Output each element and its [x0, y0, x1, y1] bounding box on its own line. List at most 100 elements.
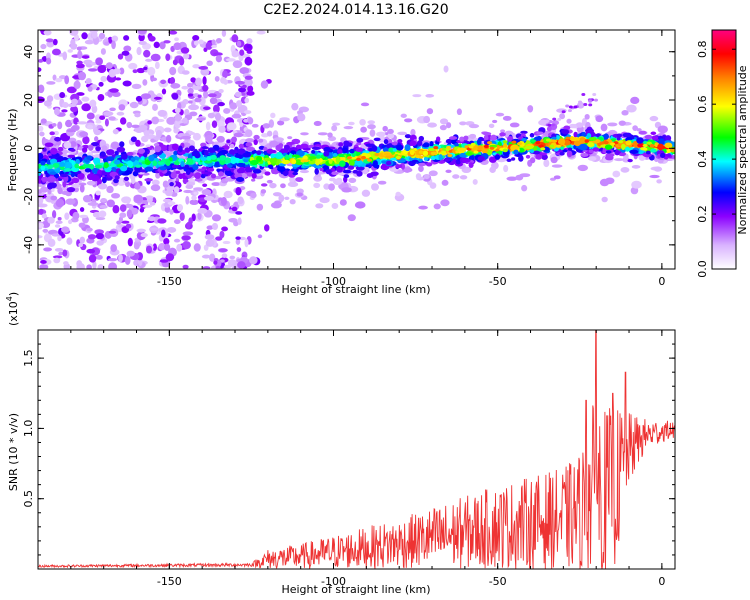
spectrogram-haze-blob [157, 109, 167, 117]
spectrogram-haze-blob [296, 192, 304, 197]
spectrogram-haze-blob [600, 123, 608, 132]
spectrogram-noise-blob [126, 250, 135, 257]
spectrogram-band-blob [510, 144, 519, 152]
spectrogram-band-blob [291, 159, 297, 165]
spectrogram-haze-blob [214, 113, 222, 121]
spectrogram-haze-blob [550, 156, 558, 164]
spectrogram-noise-blob [53, 130, 59, 136]
spectrogram-haze-blob [70, 125, 80, 131]
spectrogram-haze-blob [410, 128, 416, 137]
spectrogram-band-blob [400, 162, 406, 170]
spectrogram-noise-blob [244, 97, 250, 104]
spectrogram-hot-spot [546, 138, 552, 142]
spectrogram-noise-blob [246, 38, 253, 44]
spectrogram-hot-spot [433, 146, 439, 150]
spectrogram-band-blob [468, 155, 475, 161]
spectrogram-noise-blob [87, 68, 98, 72]
spectrogram-haze-blob [287, 136, 293, 140]
spectrogram-noise-blob [195, 77, 202, 87]
spectrogram-haze-blob [313, 120, 322, 127]
spectrogram-band-blob [41, 176, 49, 182]
spectrogram-noise-blob [42, 228, 49, 233]
spectrogram-haze-blob [521, 184, 528, 192]
spectrogram-band-blob [40, 160, 46, 166]
spectrogram-band-blob [636, 137, 644, 144]
spectrogram-haze-blob [612, 170, 621, 178]
snr-xlabel: Height of straight line (km) [281, 583, 430, 596]
spectrogram-haze-blob [297, 113, 306, 122]
spectrogram-noise-blob [38, 196, 44, 205]
spectrogram-noise-blob [205, 42, 213, 50]
spectrogram-haze-blob [205, 134, 213, 143]
spectrogram-haze-blob [251, 123, 259, 128]
spectrogram-haze-blob [218, 125, 226, 133]
spectrogram-band-blob [91, 175, 100, 182]
spectrogram-haze-blob [250, 192, 257, 199]
spectrogram-band-blob [263, 157, 272, 162]
spectrogram-noise-blob [38, 125, 44, 132]
spectrogram-band-blob [173, 150, 178, 156]
spectrogram-haze-blob [335, 177, 343, 183]
spectrogram-noise-blob [92, 260, 97, 269]
spectrogram-noise-blob [219, 230, 225, 239]
spectrogram-band-blob [627, 158, 633, 163]
spectrogram-band-blob [425, 162, 433, 167]
spectrogram-noise-blob [163, 243, 171, 251]
spectrogram-band-blob [144, 159, 151, 166]
spectrogram-haze-blob [657, 125, 668, 134]
spectrogram-xtick-label: 0 [658, 275, 665, 288]
spectrogram-noise-blob [172, 59, 178, 66]
spectrogram-haze-blob [192, 187, 204, 191]
spectrogram-band-blob [71, 177, 80, 184]
spectrogram-noise-blob [143, 49, 151, 58]
spectrogram-noise-blob [239, 49, 245, 56]
spectrogram-band-blob [629, 149, 639, 154]
spectrogram-band-blob [535, 153, 543, 160]
spectrogram-noise-blob [73, 34, 80, 42]
spectrogram-haze-blob [423, 115, 431, 124]
spectrogram-noise-blob [211, 44, 217, 49]
spectrogram-haze-blob [40, 186, 49, 193]
spectrogram-noise-blob [81, 32, 88, 40]
spectrogram-noise-blob [226, 122, 237, 131]
spectrogram-hot-spot [618, 140, 624, 144]
spectrogram-band-blob [40, 165, 46, 171]
spectrogram-noise-blob [221, 253, 228, 258]
spectrogram-hot-spot [483, 144, 489, 148]
spectrogram-haze-blob [472, 179, 478, 185]
spectrogram-haze-blob [443, 65, 449, 73]
spectrogram-haze-blob [272, 192, 282, 197]
spectrogram-noise-blob [187, 82, 194, 88]
spectrogram-noise-blob [170, 83, 181, 89]
spectrogram-noise-blob [160, 79, 167, 85]
spectrogram-band-blob [144, 178, 153, 182]
spectrogram-noise-blob [49, 131, 55, 136]
spectrogram-noise-blob [47, 238, 56, 247]
spectrogram-band-blob [165, 159, 171, 167]
spectrogram-band-blob [417, 140, 423, 147]
spectrogram-band-blob [251, 178, 256, 182]
spectrogram-haze-blob [331, 202, 339, 210]
spectrogram-band-blob [191, 150, 200, 157]
spectrogram-band-blob [300, 159, 310, 163]
spectrogram-band-blob [69, 148, 76, 152]
spectrogram-band-blob [200, 142, 207, 148]
spectrogram-haze-blob [509, 122, 520, 128]
spectrogram-band-blob [200, 156, 207, 162]
spectrogram-haze-blob [323, 183, 330, 190]
spectrogram-noise-blob [66, 237, 73, 245]
spectrogram-haze-blob [657, 159, 664, 164]
spectrogram-haze-blob [101, 145, 108, 153]
spectrogram-haze-blob [151, 179, 160, 186]
spectrogram-noise-blob [243, 78, 253, 87]
spectrogram-band-blob [541, 154, 548, 160]
spectrogram-band-blob [383, 139, 389, 145]
spectrogram-noise-blob [215, 265, 221, 269]
spectrogram-band-blob [335, 156, 341, 164]
spectrogram-band-blob [323, 146, 331, 153]
spectrogram-noise-blob [211, 39, 216, 45]
spectrogram-noise-blob [211, 182, 221, 187]
spectrogram-band-blob [94, 164, 103, 169]
spectrogram-hot-spot [367, 158, 373, 162]
spectrogram-band-blob [101, 176, 107, 184]
